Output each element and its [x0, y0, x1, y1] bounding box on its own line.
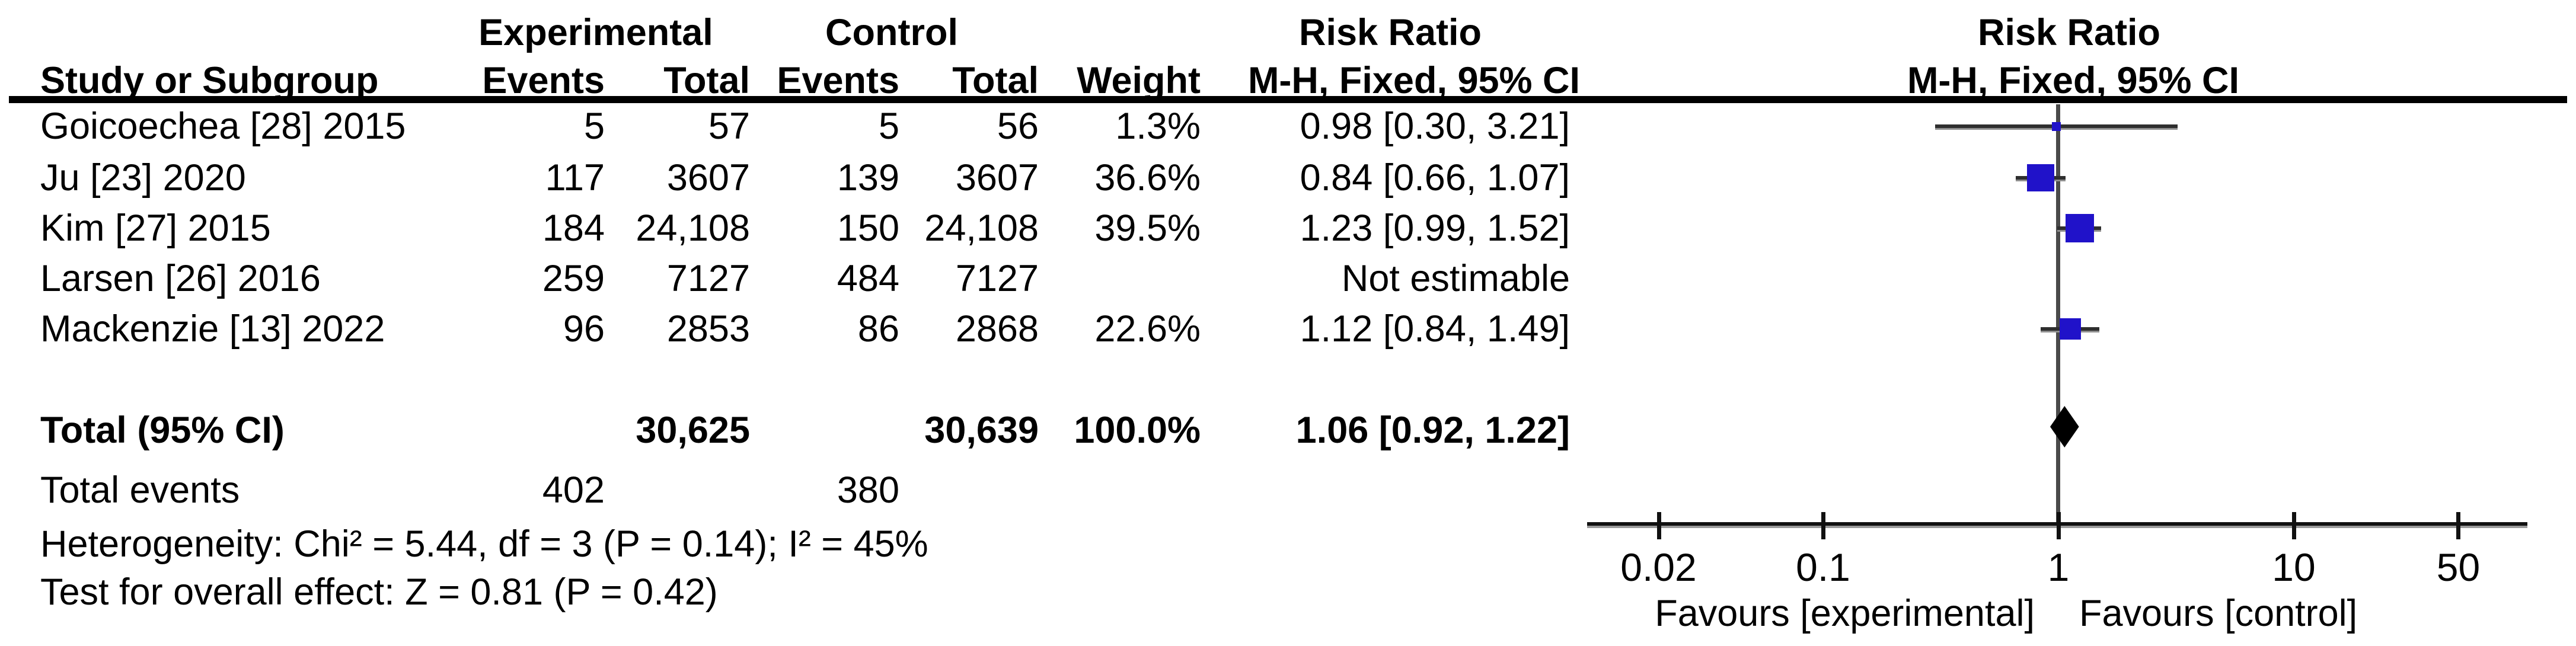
risk-ratio-ci-value: 0.84 [0.66, 1.07]	[1300, 157, 1570, 199]
null-effect-line	[2056, 104, 2060, 525]
ctrl-total-value: 24,108	[924, 207, 1039, 249]
ctrl-events-value: 139	[837, 157, 899, 199]
total-ctrl-total-value: 30,639	[924, 410, 1039, 451]
risk-ratio-ci-value: 1.23 [0.99, 1.52]	[1300, 207, 1570, 249]
column-group-control: Control	[825, 12, 958, 53]
ctrl-total-value: 7127	[955, 258, 1039, 299]
total-events-exp-value: 402	[542, 469, 605, 511]
column-group-experimental: Experimental	[478, 12, 713, 53]
summary-diamond	[2050, 406, 2079, 447]
weight-value: 22.6%	[1094, 308, 1201, 350]
total-exp-total-value: 30,625	[636, 410, 750, 451]
ctrl-events-value: 150	[837, 207, 899, 249]
exp-total-value: 24,108	[636, 207, 750, 249]
weight-value: 39.5%	[1094, 207, 1201, 249]
column-mh-text: M-H, Fixed, 95% CI	[1247, 60, 1581, 101]
exp-events-value: 96	[563, 308, 605, 350]
column-ctrl-total: Total	[952, 60, 1039, 101]
axis-tick-label: 10	[2272, 545, 2316, 589]
study-name: Goicoechea [28] 2015	[40, 105, 406, 147]
ctrl-events-value: 5	[878, 105, 899, 147]
ctrl-total-value: 3607	[955, 157, 1039, 199]
total-weight-value: 100.0%	[1074, 410, 1201, 451]
overall-effect-stats: Test for overall effect: Z = 0.81 (P = 0…	[40, 571, 718, 613]
risk-ratio-ci-value: Not estimable	[1341, 258, 1570, 299]
exp-total-value: 3607	[666, 157, 750, 199]
header-rule	[9, 96, 2567, 103]
exp-events-value: 184	[542, 207, 605, 249]
favours-experimental-label: Favours [experimental]	[1655, 593, 2035, 634]
total-events-label: Total events	[40, 469, 240, 511]
point-estimate-square	[2026, 164, 2054, 191]
exp-events-value: 117	[545, 157, 605, 199]
axis-tick	[1821, 512, 1825, 539]
weight-value: 1.3%	[1115, 105, 1201, 147]
point-estimate-square	[2052, 121, 2061, 131]
exp-total-value: 57	[708, 105, 750, 147]
axis-tick-label: 0.1	[1796, 545, 1850, 589]
axis-tick	[1656, 512, 1661, 539]
ctrl-total-value: 2868	[955, 308, 1039, 350]
ctrl-total-value: 56	[997, 105, 1039, 147]
point-estimate-square	[2059, 318, 2081, 340]
column-risk-ratio-text: Risk Ratio	[1298, 12, 1482, 53]
study-name: Mackenzie [13] 2022	[40, 308, 385, 350]
exp-events-value: 259	[542, 258, 605, 299]
risk-ratio-ci-value: 0.98 [0.30, 3.21]	[1300, 105, 1570, 147]
risk-ratio-ci-value: 1.12 [0.84, 1.49]	[1300, 308, 1570, 350]
weight-value: 36.6%	[1094, 157, 1201, 199]
total-label: Total (95% CI)	[40, 410, 285, 451]
ctrl-events-value: 86	[857, 308, 899, 350]
axis-tick	[2456, 512, 2461, 539]
column-study: Study or Subgroup	[40, 60, 379, 101]
favours-control-label: Favours [control]	[2079, 593, 2358, 634]
heterogeneity-stats: Heterogeneity: Chi² = 5.44, df = 3 (P = …	[40, 523, 928, 565]
column-exp-events: Events	[482, 60, 605, 101]
column-exp-total: Total	[663, 60, 750, 101]
ctrl-events-value: 484	[837, 258, 899, 299]
exp-total-value: 7127	[666, 258, 750, 299]
total-events-ctrl-value: 380	[837, 469, 899, 511]
exp-events-value: 5	[583, 105, 605, 147]
exp-total-value: 2853	[666, 308, 750, 350]
column-mh-plot: M-H, Fixed, 95% CI	[1907, 60, 2240, 101]
column-ctrl-events: Events	[777, 60, 899, 101]
axis-tick	[2292, 512, 2296, 539]
axis-tick	[2057, 512, 2061, 539]
study-name: Kim [27] 2015	[40, 207, 271, 249]
column-risk-ratio-plot: Risk Ratio	[1977, 12, 2161, 53]
axis-tick-label: 50	[2436, 545, 2481, 589]
axis-tick-label: 1	[2047, 545, 2070, 589]
column-weight: Weight	[1077, 60, 1201, 101]
axis-tick-label: 0.02	[1620, 545, 1697, 589]
point-estimate-square	[2065, 214, 2094, 242]
study-name: Larsen [26] 2016	[40, 258, 321, 299]
total-risk-ratio-ci-value: 1.06 [0.92, 1.22]	[1295, 410, 1570, 451]
study-name: Ju [23] 2020	[40, 157, 246, 199]
